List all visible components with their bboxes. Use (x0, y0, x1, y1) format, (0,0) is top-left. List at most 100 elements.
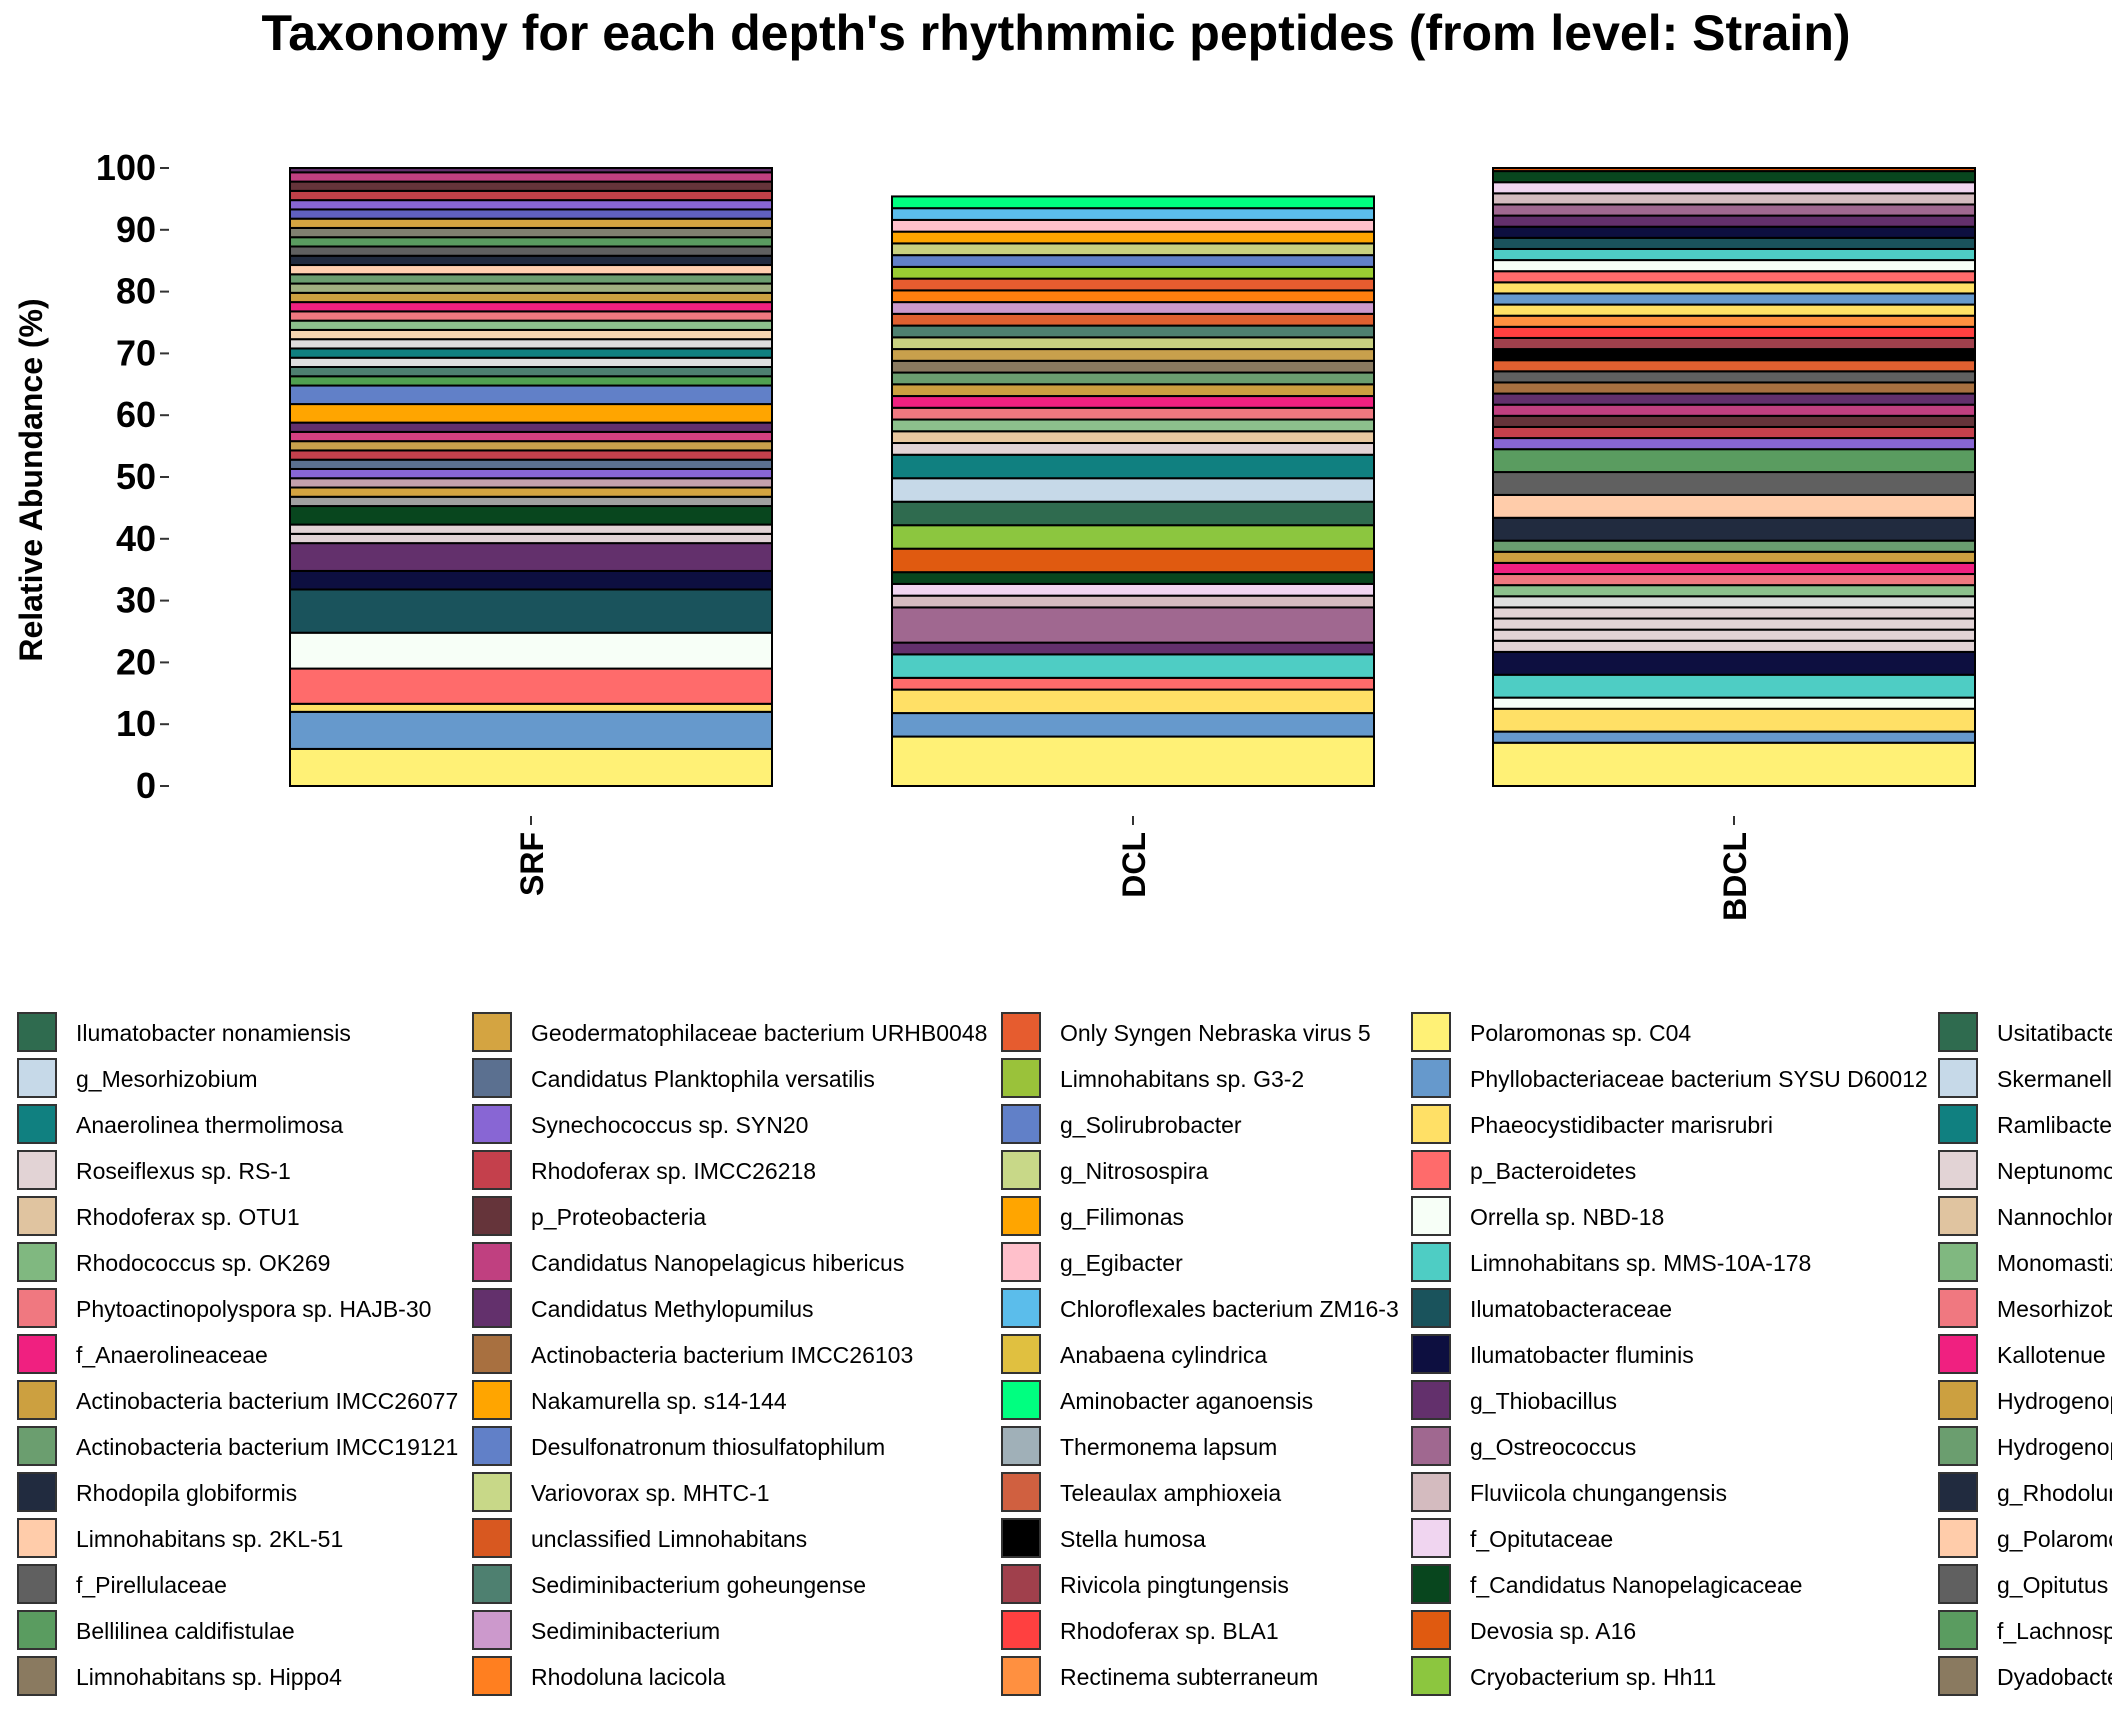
bar-segment (1492, 584, 1976, 598)
legend-label: g_Opitutus (1997, 1572, 2109, 1598)
legend-label: Desulfonatronum thiosulfatophilum (531, 1434, 886, 1460)
legend-label: Mesorhizob (1997, 1296, 2112, 1322)
legend-label: g_Mesorhizobium (76, 1066, 258, 1092)
bar-segment (1492, 370, 1976, 384)
bar-segment (891, 453, 1375, 480)
legend-swatch (1938, 1610, 1978, 1650)
legend-swatch (17, 1058, 57, 1098)
bar-segment (289, 403, 773, 424)
legend-swatch (1938, 1288, 1978, 1328)
legend-swatch (1411, 1564, 1451, 1604)
bar-segment (891, 641, 1375, 656)
y-tick-label: 70 (116, 332, 156, 373)
bar-segment (289, 505, 773, 526)
legend-label: p_Bacteroidetes (1470, 1158, 1637, 1184)
bar-segment (1492, 270, 1976, 284)
legend-label: Monomastix (1997, 1250, 2112, 1276)
legend-swatch (472, 1472, 512, 1512)
bar-srf (289, 167, 773, 787)
bar-segment (1492, 192, 1976, 206)
bar-segment (1492, 214, 1976, 228)
bar-segment (289, 495, 773, 508)
legend-label: Sediminibacterium (531, 1618, 721, 1644)
bar-segment (1492, 181, 1976, 195)
bar-dcl (891, 195, 1375, 787)
y-tick-label: 80 (116, 271, 156, 312)
legend-label: Kallotenue s (1997, 1342, 2112, 1368)
legend-label: Phyllobacteriaceae bacterium SYSU D60012 (1470, 1066, 1928, 1092)
legend-swatch (1001, 1150, 1041, 1190)
legend-swatch (1411, 1104, 1451, 1144)
legend-swatch (472, 1242, 512, 1282)
bar-segment (289, 440, 773, 452)
bar-segment (289, 702, 773, 713)
legend-swatch (1411, 1656, 1451, 1696)
legend-label: Geodermatophilaceae bacterium URHB0048 (531, 1020, 988, 1046)
legend-swatch (1411, 1426, 1451, 1466)
y-tick-label: 90 (116, 209, 156, 250)
bar-segment (891, 477, 1375, 503)
bar-segment (1492, 381, 1976, 395)
legend-swatch (472, 1104, 512, 1144)
legend-swatch (17, 1196, 57, 1236)
bar-segment (1492, 696, 1976, 710)
bar-segment (1492, 236, 1976, 250)
legend-label: Bellilinea caldifistulae (76, 1618, 295, 1644)
legend-swatch (1411, 1610, 1451, 1650)
bar-segment (1492, 437, 1976, 451)
bar-segment (1492, 561, 1976, 576)
legend-swatch (1938, 1196, 1978, 1236)
bar-segment (289, 542, 773, 572)
bar-segment (891, 500, 1375, 527)
bar-segment (289, 167, 773, 174)
legend-swatch (1411, 1242, 1451, 1282)
bar-segment (1492, 471, 1976, 496)
y-tick-label: 100 (96, 147, 156, 188)
legend-swatch (1938, 1150, 1978, 1190)
legend-label: Rhodoferax sp. OTU1 (76, 1204, 300, 1230)
bar-segment (891, 524, 1375, 550)
legend-label: Hydrogenop (1997, 1388, 2112, 1414)
bar-segment (891, 594, 1375, 609)
legend-label: Variovorax sp. MHTC-1 (531, 1480, 770, 1506)
bar-segment (289, 486, 773, 498)
legend-swatch (1001, 1012, 1041, 1052)
bar-segment (891, 582, 1375, 597)
legend-swatch (1938, 1380, 1978, 1420)
bar-segment (1492, 730, 1976, 744)
legend-swatch (1001, 1564, 1041, 1604)
legend-label: Chloroflexales bacterium ZM16-3 (1060, 1296, 1399, 1322)
legend-label: Anaerolinea thermolimosa (76, 1112, 344, 1138)
legend-swatch (1938, 1472, 1978, 1512)
legend-swatch (1411, 1288, 1451, 1328)
legend-label: Dyadobacte (1997, 1664, 2112, 1690)
bar-segment (289, 449, 773, 461)
bar-segment (891, 547, 1375, 574)
legend-label: Cryobacterium sp. Hh11 (1470, 1664, 1717, 1690)
bar-segment (289, 180, 773, 192)
bar-segment (289, 458, 773, 470)
legend-swatch (1001, 1288, 1041, 1328)
legend-swatch (1411, 1150, 1451, 1190)
bar-segment (891, 359, 1375, 374)
bar-segment (891, 430, 1375, 445)
legend-label: Synechococcus sp. SYN20 (531, 1112, 809, 1138)
bar-segment (1492, 170, 1976, 184)
y-tick-label: 50 (116, 456, 156, 497)
bar-segment (289, 254, 773, 267)
bar-segment (1492, 573, 1976, 587)
legend-swatch (17, 1610, 57, 1650)
legend-swatch (17, 1104, 57, 1144)
legend-swatch (472, 1058, 512, 1098)
bar-segment (289, 319, 773, 331)
bar-segment (289, 347, 773, 359)
legend-label: g_Solirubrobacter (1060, 1112, 1242, 1138)
legend-swatch (472, 1196, 512, 1236)
bar-bdcl (1492, 167, 1976, 787)
bar-segment (1492, 314, 1976, 328)
bar-segment (1492, 203, 1976, 217)
bar-segment (1492, 707, 1976, 733)
legend-swatch (1001, 1610, 1041, 1650)
legend-swatch (17, 1564, 57, 1604)
bar-segment (1492, 303, 1976, 317)
